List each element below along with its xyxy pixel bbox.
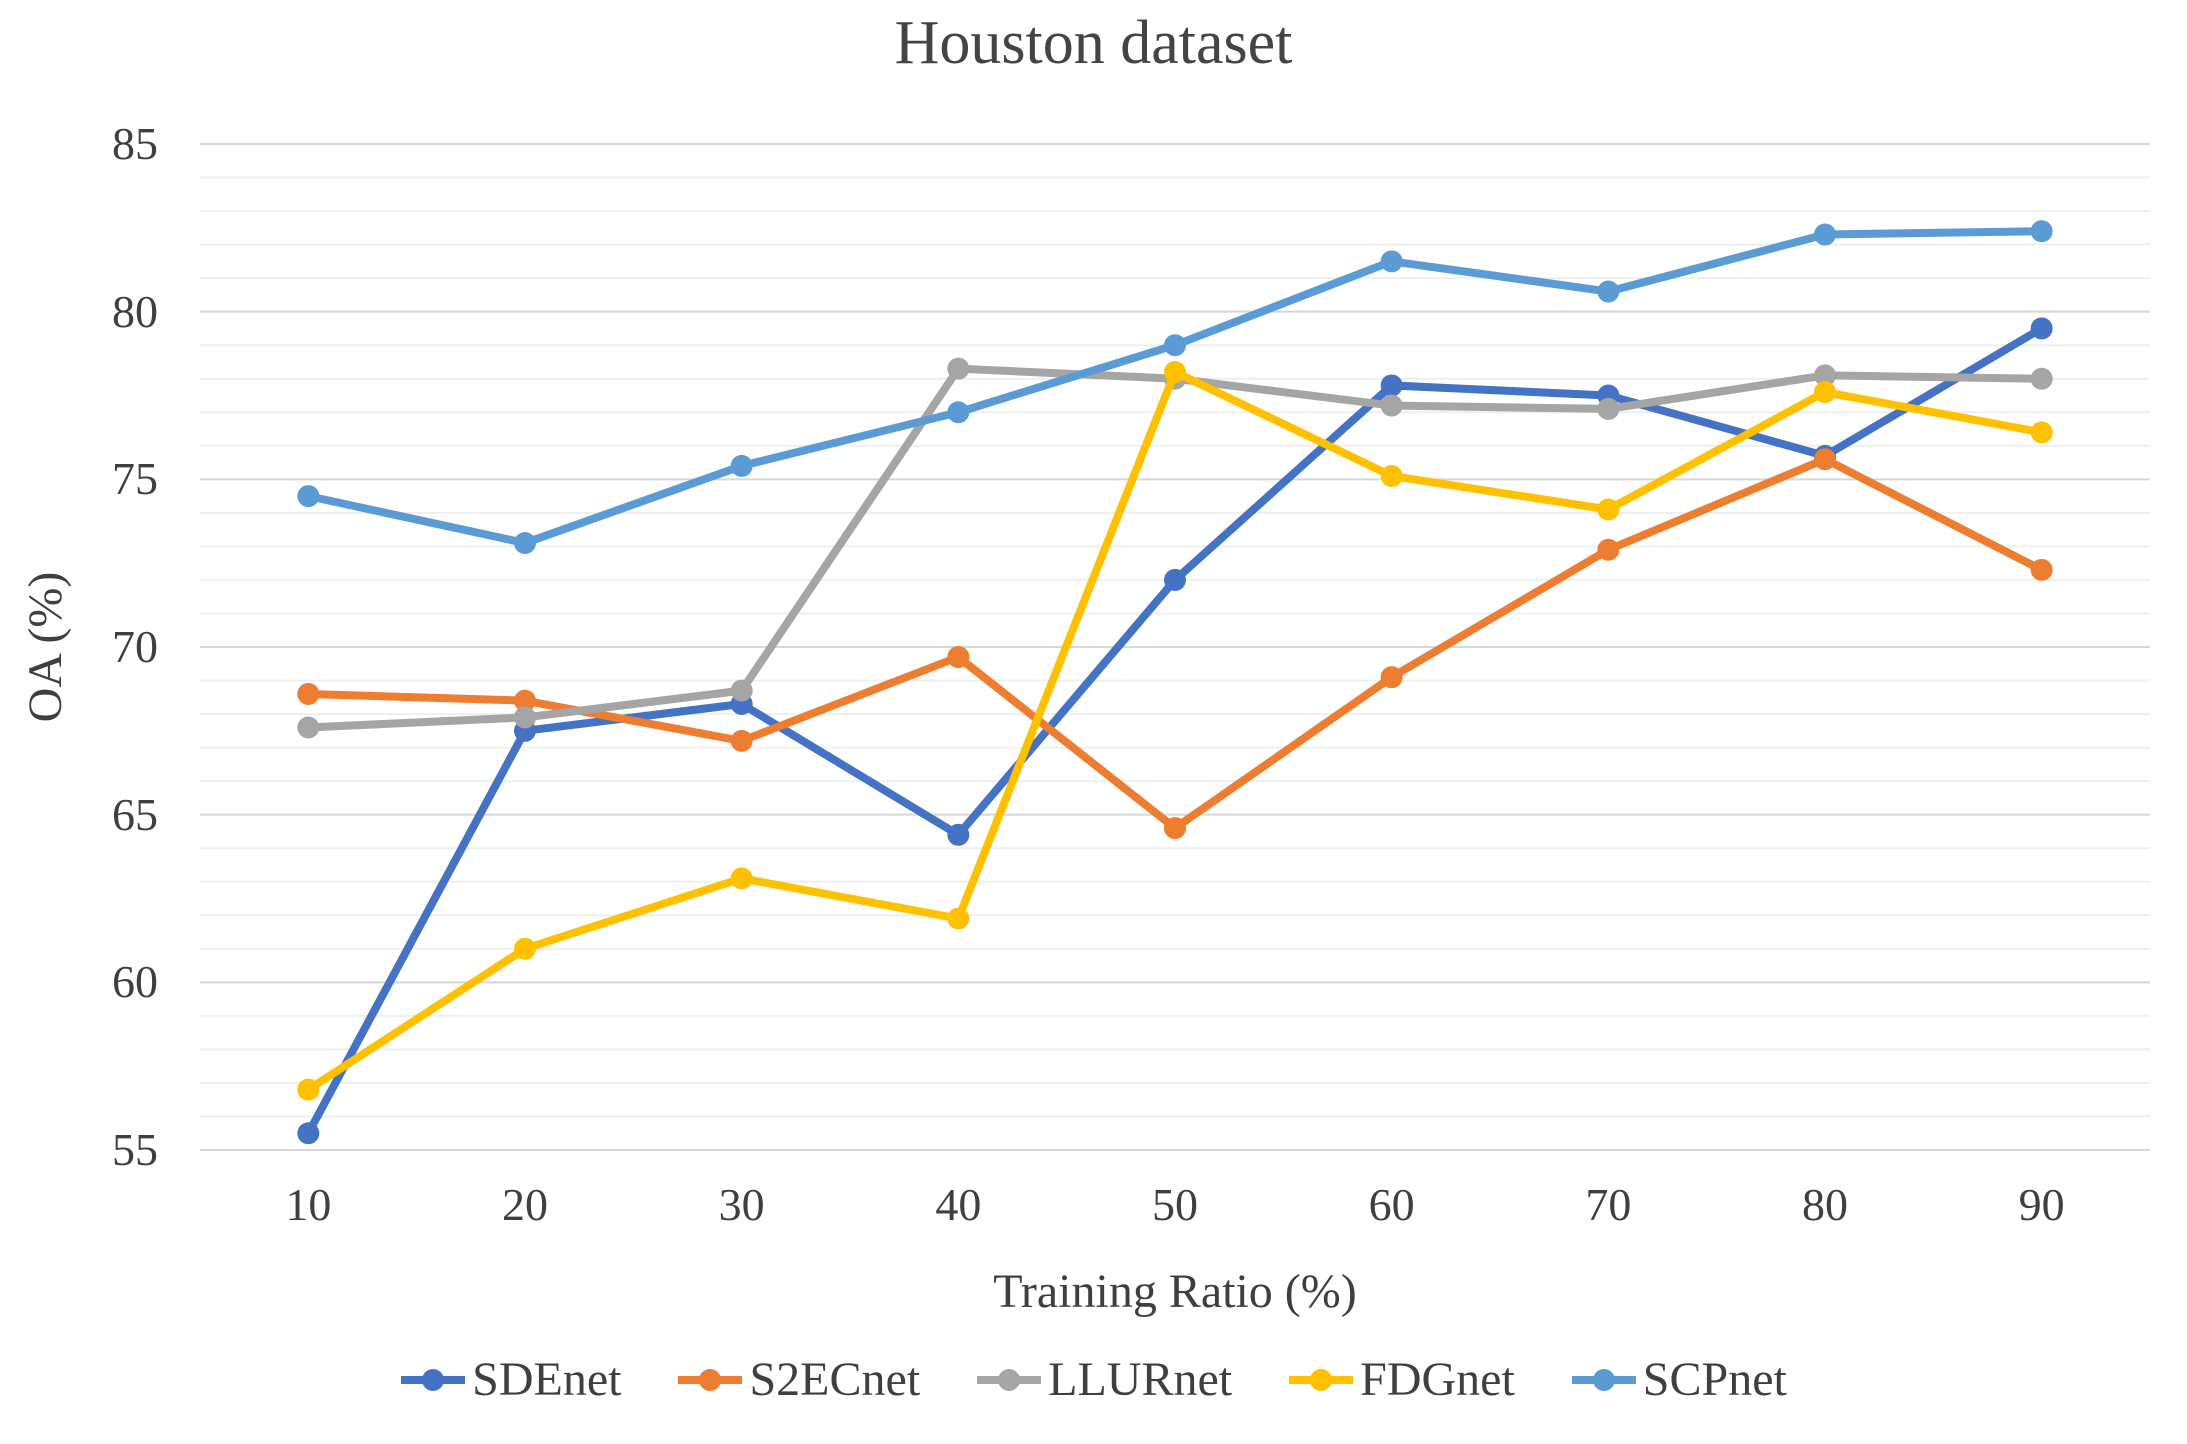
legend-label-SCPnet: SCPnet — [1642, 1353, 1787, 1406]
x-tick-10: 10 — [285, 1179, 332, 1230]
chart-title: Houston dataset — [894, 9, 1293, 77]
point-FDGnet-10 — [297, 1078, 320, 1101]
legend-marker-SCPnet — [1571, 1369, 1636, 1391]
point-LLURnet-40 — [947, 357, 970, 380]
line-S2ECnet — [304, 455, 2046, 833]
legend-marker-FDGnet — [1289, 1369, 1354, 1391]
point-LLURnet-80 — [1814, 364, 1836, 387]
point-S2ECnet-40 — [947, 646, 970, 669]
point-SCPnet-90 — [2030, 220, 2053, 243]
point-S2ECnet-70 — [1597, 538, 1620, 561]
gridlines — [200, 143, 2150, 1151]
legend-item-SCPnet: SCPnet — [1571, 1352, 1787, 1408]
legend-dot-FDGnet — [1310, 1369, 1333, 1391]
y-tick-55: 55 — [112, 1124, 158, 1175]
legend-marker-LLURnet — [977, 1369, 1042, 1391]
x-tick-30: 30 — [718, 1179, 765, 1230]
x-tick-80: 80 — [1802, 1179, 1848, 1230]
x-tick-90: 90 — [2018, 1179, 2065, 1230]
legend-item-FDGnet: FDGnet — [1288, 1352, 1515, 1408]
point-SCPnet-70 — [1597, 280, 1620, 303]
point-FDGnet-90 — [2030, 421, 2053, 444]
line-LLURnet — [304, 364, 2046, 732]
point-FDGnet-80 — [1814, 381, 1836, 404]
point-S2ECnet-30 — [730, 729, 753, 752]
legend-marker-SDEnet — [401, 1369, 466, 1391]
point-S2ECnet-60 — [1380, 666, 1403, 689]
x-tick-20: 20 — [502, 1179, 548, 1230]
point-FDGnet-60 — [1380, 464, 1403, 487]
point-SCPnet-80 — [1814, 223, 1836, 246]
legend: SDEnet S2ECnet LLURnet FDGnet SCPnet — [0, 1352, 2187, 1408]
point-LLURnet-10 — [297, 716, 320, 739]
x-tick-60: 60 — [1368, 1179, 1415, 1230]
legend-label-SDEnet: SDEnet — [472, 1353, 622, 1406]
point-LLURnet-30 — [730, 679, 753, 702]
point-S2ECnet-80 — [1814, 448, 1836, 471]
point-LLURnet-20 — [514, 706, 536, 729]
x-tick-70: 70 — [1585, 1179, 1632, 1230]
legend-dot-LLURnet — [998, 1369, 1021, 1391]
point-SDEnet-40 — [947, 823, 970, 846]
point-FDGnet-40 — [947, 907, 970, 930]
point-FDGnet-20 — [514, 937, 536, 960]
point-SCPnet-20 — [514, 532, 536, 555]
point-LLURnet-90 — [2030, 367, 2053, 390]
point-S2ECnet-10 — [297, 682, 320, 705]
point-FDGnet-30 — [730, 867, 753, 890]
point-SCPnet-30 — [730, 454, 753, 477]
legend-item-LLURnet: LLURnet — [976, 1352, 1232, 1408]
legend-dot-SCPnet — [1592, 1369, 1615, 1391]
legend-item-SDEnet: SDEnet — [400, 1352, 621, 1408]
x-tick-40: 40 — [935, 1179, 982, 1230]
point-S2ECnet-90 — [2030, 558, 2053, 581]
point-LLURnet-60 — [1380, 394, 1403, 417]
series-SDEnet — [297, 317, 2053, 1145]
legend-dot-S2ECnet — [699, 1369, 722, 1391]
series-SCPnet — [297, 220, 2053, 555]
point-FDGnet-70 — [1597, 498, 1620, 521]
legend-label-S2ECnet: S2ECnet — [749, 1353, 921, 1406]
point-SDEnet-10 — [297, 1122, 320, 1145]
legend-dot-SDEnet — [422, 1369, 445, 1391]
series-FDGnet — [297, 361, 2053, 1101]
point-SCPnet-50 — [1164, 334, 1186, 357]
point-SDEnet-50 — [1164, 568, 1186, 591]
point-LLURnet-70 — [1597, 397, 1620, 420]
line-SDEnet — [304, 324, 2046, 1138]
y-tick-60: 60 — [112, 956, 158, 1008]
point-FDGnet-50 — [1164, 361, 1186, 384]
y-tick-85: 85 — [112, 118, 158, 169]
y-tick-80: 80 — [112, 285, 158, 337]
x-axis-title: Training Ratio (%) — [993, 1265, 1357, 1318]
point-SCPnet-10 — [297, 485, 320, 508]
legend-marker-S2ECnet — [678, 1369, 743, 1391]
series-S2ECnet — [297, 448, 2053, 840]
y-tick-70: 70 — [112, 621, 158, 672]
point-S2ECnet-50 — [1164, 817, 1186, 840]
legend-item-S2ECnet: S2ECnet — [677, 1352, 920, 1408]
y-tick-75: 75 — [112, 453, 158, 505]
point-SDEnet-60 — [1380, 374, 1403, 397]
point-SDEnet-90 — [2030, 317, 2053, 340]
point-SCPnet-60 — [1380, 250, 1403, 273]
x-tick-50: 50 — [1152, 1179, 1198, 1230]
y-tick-65: 65 — [112, 788, 158, 840]
legend-label-FDGnet: FDGnet — [1360, 1353, 1515, 1406]
point-S2ECnet-20 — [514, 689, 536, 712]
legend-label-LLURnet: LLURnet — [1048, 1353, 1233, 1406]
point-SCPnet-40 — [947, 401, 970, 424]
